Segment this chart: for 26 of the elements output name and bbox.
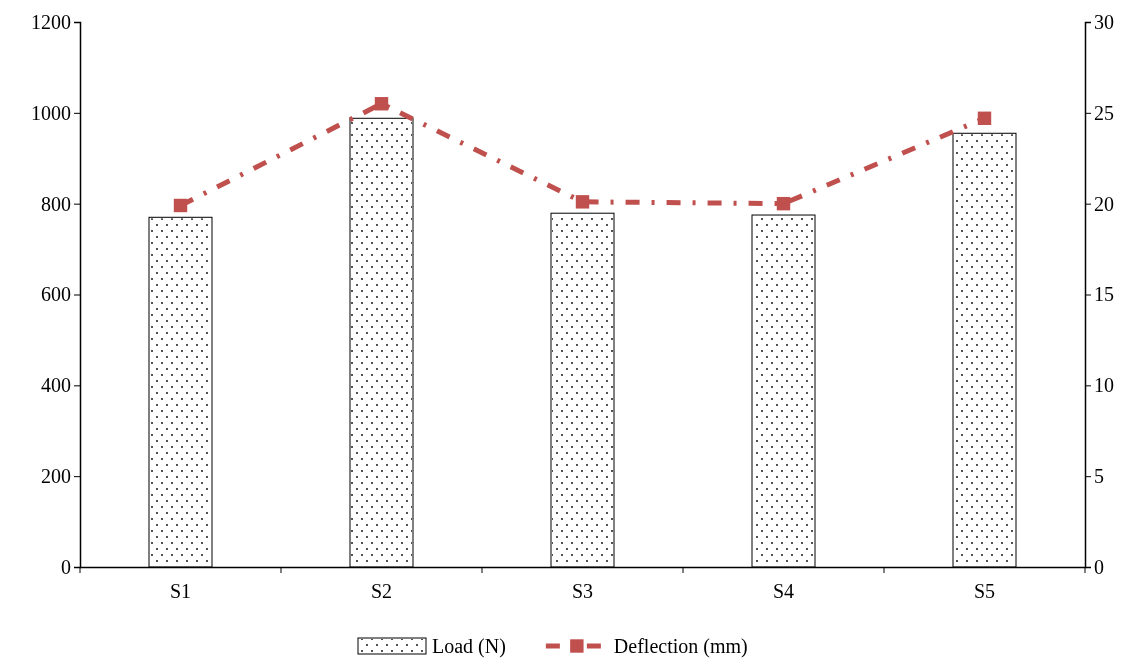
y2-tick-label: 25 [1094, 101, 1114, 124]
x-tick-label: S3 [571, 580, 594, 602]
y-tick-label: 1200 [31, 10, 71, 33]
y2-tick-label: 15 [1094, 283, 1114, 306]
point [977, 111, 992, 125]
legend-label: Deflection (mm) [613, 635, 748, 658]
y2-tick-label: 20 [1094, 192, 1114, 215]
y2-tick-label: 0 [1094, 555, 1104, 578]
point [374, 97, 389, 111]
y-tick-label: 1000 [31, 101, 71, 124]
y2-tick-label: 30 [1094, 10, 1114, 33]
x-tick-label: S4 [772, 580, 795, 602]
y-tick-label: 0 [61, 555, 71, 578]
x-tick-label: S5 [973, 580, 996, 602]
y-tick-label: 600 [41, 283, 71, 306]
y2-tick-label: 5 [1094, 465, 1104, 488]
y-tick-label: 200 [41, 465, 71, 488]
point [776, 196, 791, 211]
point [575, 195, 590, 209]
y-tick-label: 800 [41, 192, 71, 215]
point [173, 198, 188, 213]
legend-label: Load (N) [432, 635, 506, 658]
x-tick-label: S1 [169, 580, 192, 602]
x-tick-label: S2 [370, 580, 393, 602]
y2-tick-label: 10 [1094, 374, 1114, 397]
y-tick-label: 400 [41, 374, 71, 397]
